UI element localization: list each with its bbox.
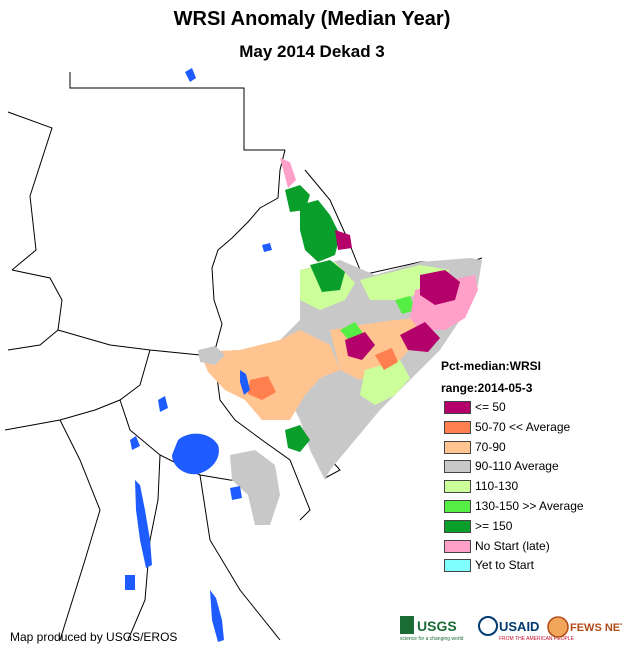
usaid-tagline: FROM THE AMERICAN PEOPLE	[499, 636, 575, 642]
zone-average-tanzania	[230, 450, 280, 525]
legend-item: 110-130	[441, 478, 621, 498]
legend-swatch	[444, 539, 471, 553]
legend-swatch	[444, 440, 471, 454]
zone-le50-eritrea	[335, 230, 352, 250]
zone-le50-c	[400, 322, 440, 352]
legend-item: No Start (late)	[441, 538, 621, 558]
border-car-ssudan	[57, 329, 216, 363]
border-egypt-sudan	[69, 72, 285, 151]
lake-nasser	[185, 68, 196, 82]
lake-victoria	[172, 433, 219, 475]
legend-item: 90-110 Average	[441, 458, 621, 478]
legend-swatch	[444, 480, 471, 494]
zone-50-70-kenya	[248, 376, 276, 400]
legend-swatch	[444, 460, 471, 474]
border-sudan-south	[211, 149, 286, 362]
legend-item: Yet to Start	[441, 557, 621, 577]
lake-tanganyika	[135, 480, 152, 568]
zone-nostart-north	[280, 158, 296, 188]
legend-swatch	[444, 401, 471, 414]
legend-label: <= 50	[475, 400, 506, 414]
legend-swatch	[444, 420, 471, 434]
legend-label: 90-110 Average	[475, 459, 559, 474]
legend-label: 50-70 << Average	[475, 419, 571, 434]
legend-label: 110-130	[475, 479, 519, 494]
lake-tana	[262, 243, 272, 252]
legend-label: Yet to Start	[475, 558, 534, 573]
border-libya-chad	[7, 111, 53, 271]
legend-swatch	[444, 499, 471, 513]
legend-item: >= 150	[441, 518, 621, 538]
zone-130-150-b	[395, 296, 416, 314]
zone-ge150-ethiopia	[310, 260, 345, 292]
border-drc-angola	[59, 419, 101, 641]
legend-label: 70-90	[475, 439, 506, 454]
legend-swatch	[444, 519, 471, 533]
lake-albert	[158, 396, 168, 412]
border-kenya-uganda-tanzania	[214, 361, 311, 521]
usgs-tagline: science for a changing world	[400, 636, 464, 642]
legend-label: 130-150 >> Average	[475, 498, 584, 513]
zone-average-ssudan	[198, 346, 225, 365]
zone-ge150-sudan	[285, 185, 310, 212]
border-chad-car	[7, 269, 63, 351]
legend-swatch	[444, 559, 471, 573]
lake-edward	[130, 436, 140, 450]
footer-credit: Map produced by USGS/EROS	[10, 630, 178, 644]
legend-item: 130-150 >> Average	[441, 498, 621, 518]
legend-item: <= 50	[441, 399, 621, 419]
zone-70-90-south	[200, 330, 340, 420]
legend-label: No Start (late)	[475, 538, 550, 553]
legend-heading-2: range:2014-05-3	[441, 381, 533, 395]
lake-mweru	[125, 575, 135, 590]
lake-turkana	[240, 370, 250, 395]
usgs-logo: USGS science for a changing world	[400, 616, 464, 642]
lake-small-1	[230, 486, 242, 500]
map-title: WRSI Anomaly (Median Year)	[173, 8, 451, 30]
border-car-drc	[4, 349, 151, 431]
map-subtitle: May 2014 Dekad 3	[239, 42, 385, 61]
fewsnet-logo: FEWS NET	[547, 616, 624, 638]
legend-label: >= 150	[475, 518, 513, 533]
zone-50-70-ethiopia	[375, 348, 398, 370]
logo-strip: USGS science for a changing world USAID …	[400, 616, 624, 642]
legend-item: 70-90	[441, 439, 621, 459]
legend-rows: <= 50 50-70 << Average 70-90 90-110 Average…	[441, 399, 621, 577]
legend-item: 50-70 << Average	[441, 419, 621, 439]
usgs-text: USGS	[417, 618, 457, 634]
usaid-text: USAID	[499, 619, 539, 634]
usaid-logo: USAID FROM THE AMERICAN PEOPLE	[478, 616, 575, 642]
zone-ge150-kenya	[285, 425, 310, 452]
legend: Pct-median:WRSI range:2014-05-3 <= 50 50-…	[441, 355, 621, 577]
zone-le50-a	[420, 270, 460, 305]
legend-heading-1: Pct-median:WRSI	[441, 359, 542, 373]
zone-ge150-eritrea	[300, 200, 340, 262]
fewsnet-text: FEWS NET	[570, 622, 622, 634]
water-bodies	[125, 68, 272, 642]
zone-le50-b	[345, 332, 375, 360]
zone-110-130-south	[360, 360, 410, 405]
logo-bar: USGS science for a changing world USAID …	[400, 612, 624, 642]
border-tanzania-mozambique	[199, 474, 281, 641]
lake-malawi	[210, 590, 224, 642]
anomaly-zones	[198, 158, 482, 525]
